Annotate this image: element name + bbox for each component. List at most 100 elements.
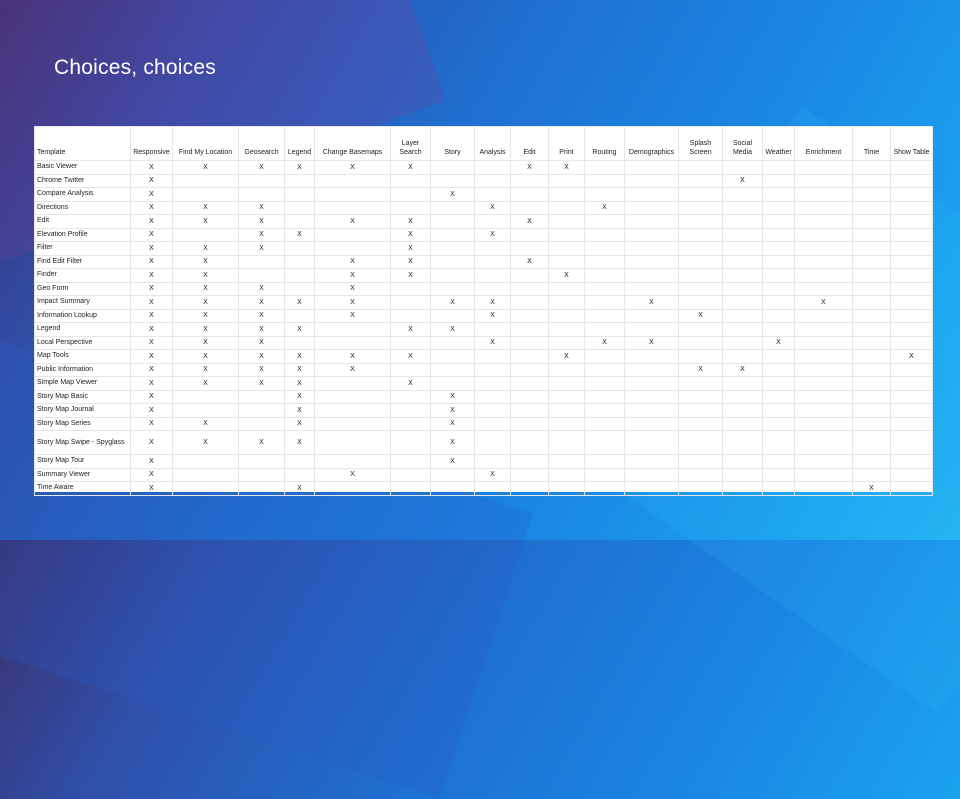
feature-cell [510,281,549,296]
feature-cell [510,430,549,455]
feature-cell [890,214,933,229]
feature-cell [890,389,933,404]
feature-cell [510,376,549,391]
feature-cell [722,389,763,404]
feature-cell [678,254,723,269]
feature-cell [314,389,391,404]
feature-cell [584,430,625,455]
feature-cell [474,173,511,188]
feature-cell: X [130,389,173,404]
feature-cell [584,173,625,188]
feature-cell [890,467,933,482]
feature-cell [678,454,723,469]
feature-cell: X [238,214,285,229]
feature-cell: X [284,403,315,418]
feature-cell [584,389,625,404]
feature-cell [284,454,315,469]
feature-cell: X [284,430,315,455]
feature-cell: X [130,187,173,202]
feature-cell [390,335,431,350]
column-header: Edit [510,126,549,161]
feature-cell [722,308,763,323]
feature-cell [762,376,795,391]
template-name: Finder [34,268,131,283]
column-header: Enrichment [794,126,853,161]
table-body: Basic Viewer X X X X X X X X Chrome Twitter X X Comp… [34,160,933,496]
feature-cell [548,281,585,296]
feature-cell [548,389,585,404]
feature-cell: X [130,254,173,269]
feature-cell [474,241,511,256]
feature-cell [890,362,933,377]
feature-cell [390,481,431,496]
table-row: Filter X X X X [34,241,933,256]
feature-cell [890,268,933,283]
feature-cell [390,200,431,215]
template-name: Filter [34,241,131,256]
feature-cell: X [284,481,315,496]
feature-cell [722,200,763,215]
feature-cell [794,227,853,242]
feature-cell [390,308,431,323]
feature-cell [794,187,853,202]
template-name: Information Lookup [34,308,131,323]
column-header: Splash Screen [678,126,723,161]
feature-cell [390,430,431,455]
feature-cell: X [390,214,431,229]
feature-cell [510,349,549,364]
feature-cell: X [130,200,173,215]
feature-cell [284,187,315,202]
template-name: Edit [34,214,131,229]
feature-cell [238,389,285,404]
feature-cell: X [172,254,239,269]
feature-cell: X [474,200,511,215]
feature-cell [794,308,853,323]
feature-cell [284,254,315,269]
feature-cell: X [794,295,853,310]
feature-cell [762,349,795,364]
feature-cell [794,268,853,283]
feature-cell: X [238,362,285,377]
feature-cell [510,227,549,242]
feature-cell: X [130,322,173,337]
feature-cell [722,454,763,469]
template-name: Legend [34,322,131,337]
feature-cell [474,454,511,469]
feature-cell [794,160,853,175]
feature-cell [624,376,679,391]
feature-cell: X [624,335,679,350]
feature-cell: X [238,376,285,391]
feature-cell: X [130,214,173,229]
feature-cell [890,454,933,469]
feature-cell: X [284,376,315,391]
feature-cell: X [314,308,391,323]
feature-cell [474,403,511,418]
feature-cell [430,481,475,496]
feature-cell: X [130,481,173,496]
feature-cell [678,349,723,364]
feature-cell [584,241,625,256]
feature-cell [624,187,679,202]
feature-cell: X [130,241,173,256]
feature-cell [548,254,585,269]
feature-cell: X [130,295,173,310]
feature-cell [314,187,391,202]
feature-cell [474,160,511,175]
feature-cell: X [474,295,511,310]
column-header: Find My Location [172,126,239,161]
feature-cell [172,403,239,418]
feature-cell [762,430,795,455]
template-name: Simple Map Viewer [34,376,131,391]
table-row: Story Map Basic X X X [34,389,933,404]
feature-cell [678,241,723,256]
feature-cell [678,403,723,418]
template-name: Map Tools [34,349,131,364]
feature-cell: X [130,160,173,175]
feature-cell [762,227,795,242]
feature-cell [314,430,391,455]
feature-cell: X [390,160,431,175]
feature-cell: X [238,430,285,455]
feature-cell [510,322,549,337]
feature-cell: X [238,308,285,323]
feature-cell [624,403,679,418]
